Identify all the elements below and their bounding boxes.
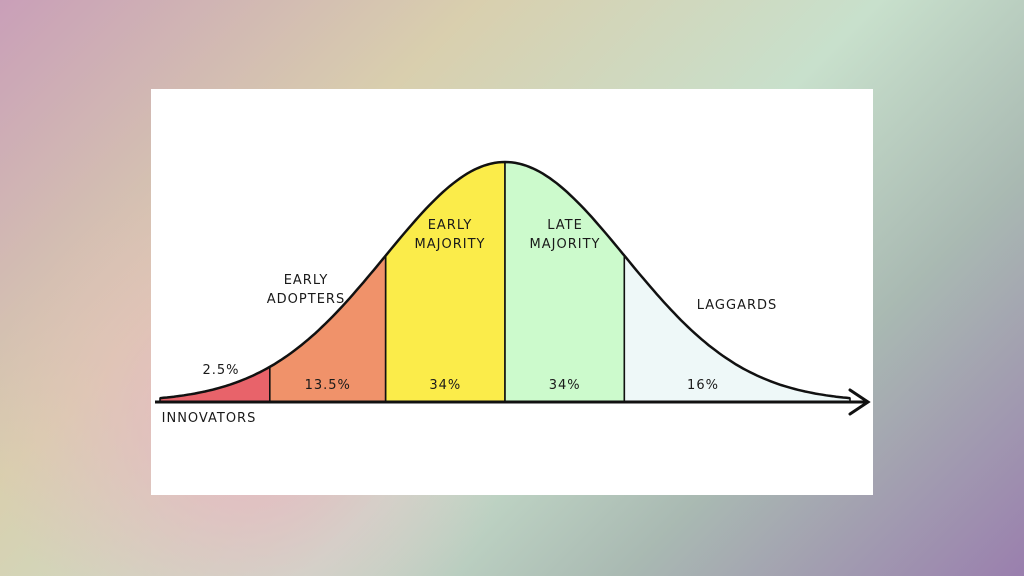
value-label: 34% (548, 378, 581, 393)
curve-outline (159, 160, 851, 400)
category-label: EARLY ADOPTERS (266, 273, 346, 307)
category-label: INNOVATORS (161, 411, 257, 426)
value-label: 16% (687, 378, 719, 393)
category-label: LATE MAJORITY (529, 218, 601, 252)
category-label: LAGGARDS (696, 298, 778, 313)
axis-arrow (848, 388, 871, 416)
value-label: 34% (429, 378, 462, 393)
category-label: EARLY MAJORITY (414, 218, 486, 252)
value-label: 2.5% (202, 363, 240, 378)
value-label: 13.5% (304, 378, 351, 393)
